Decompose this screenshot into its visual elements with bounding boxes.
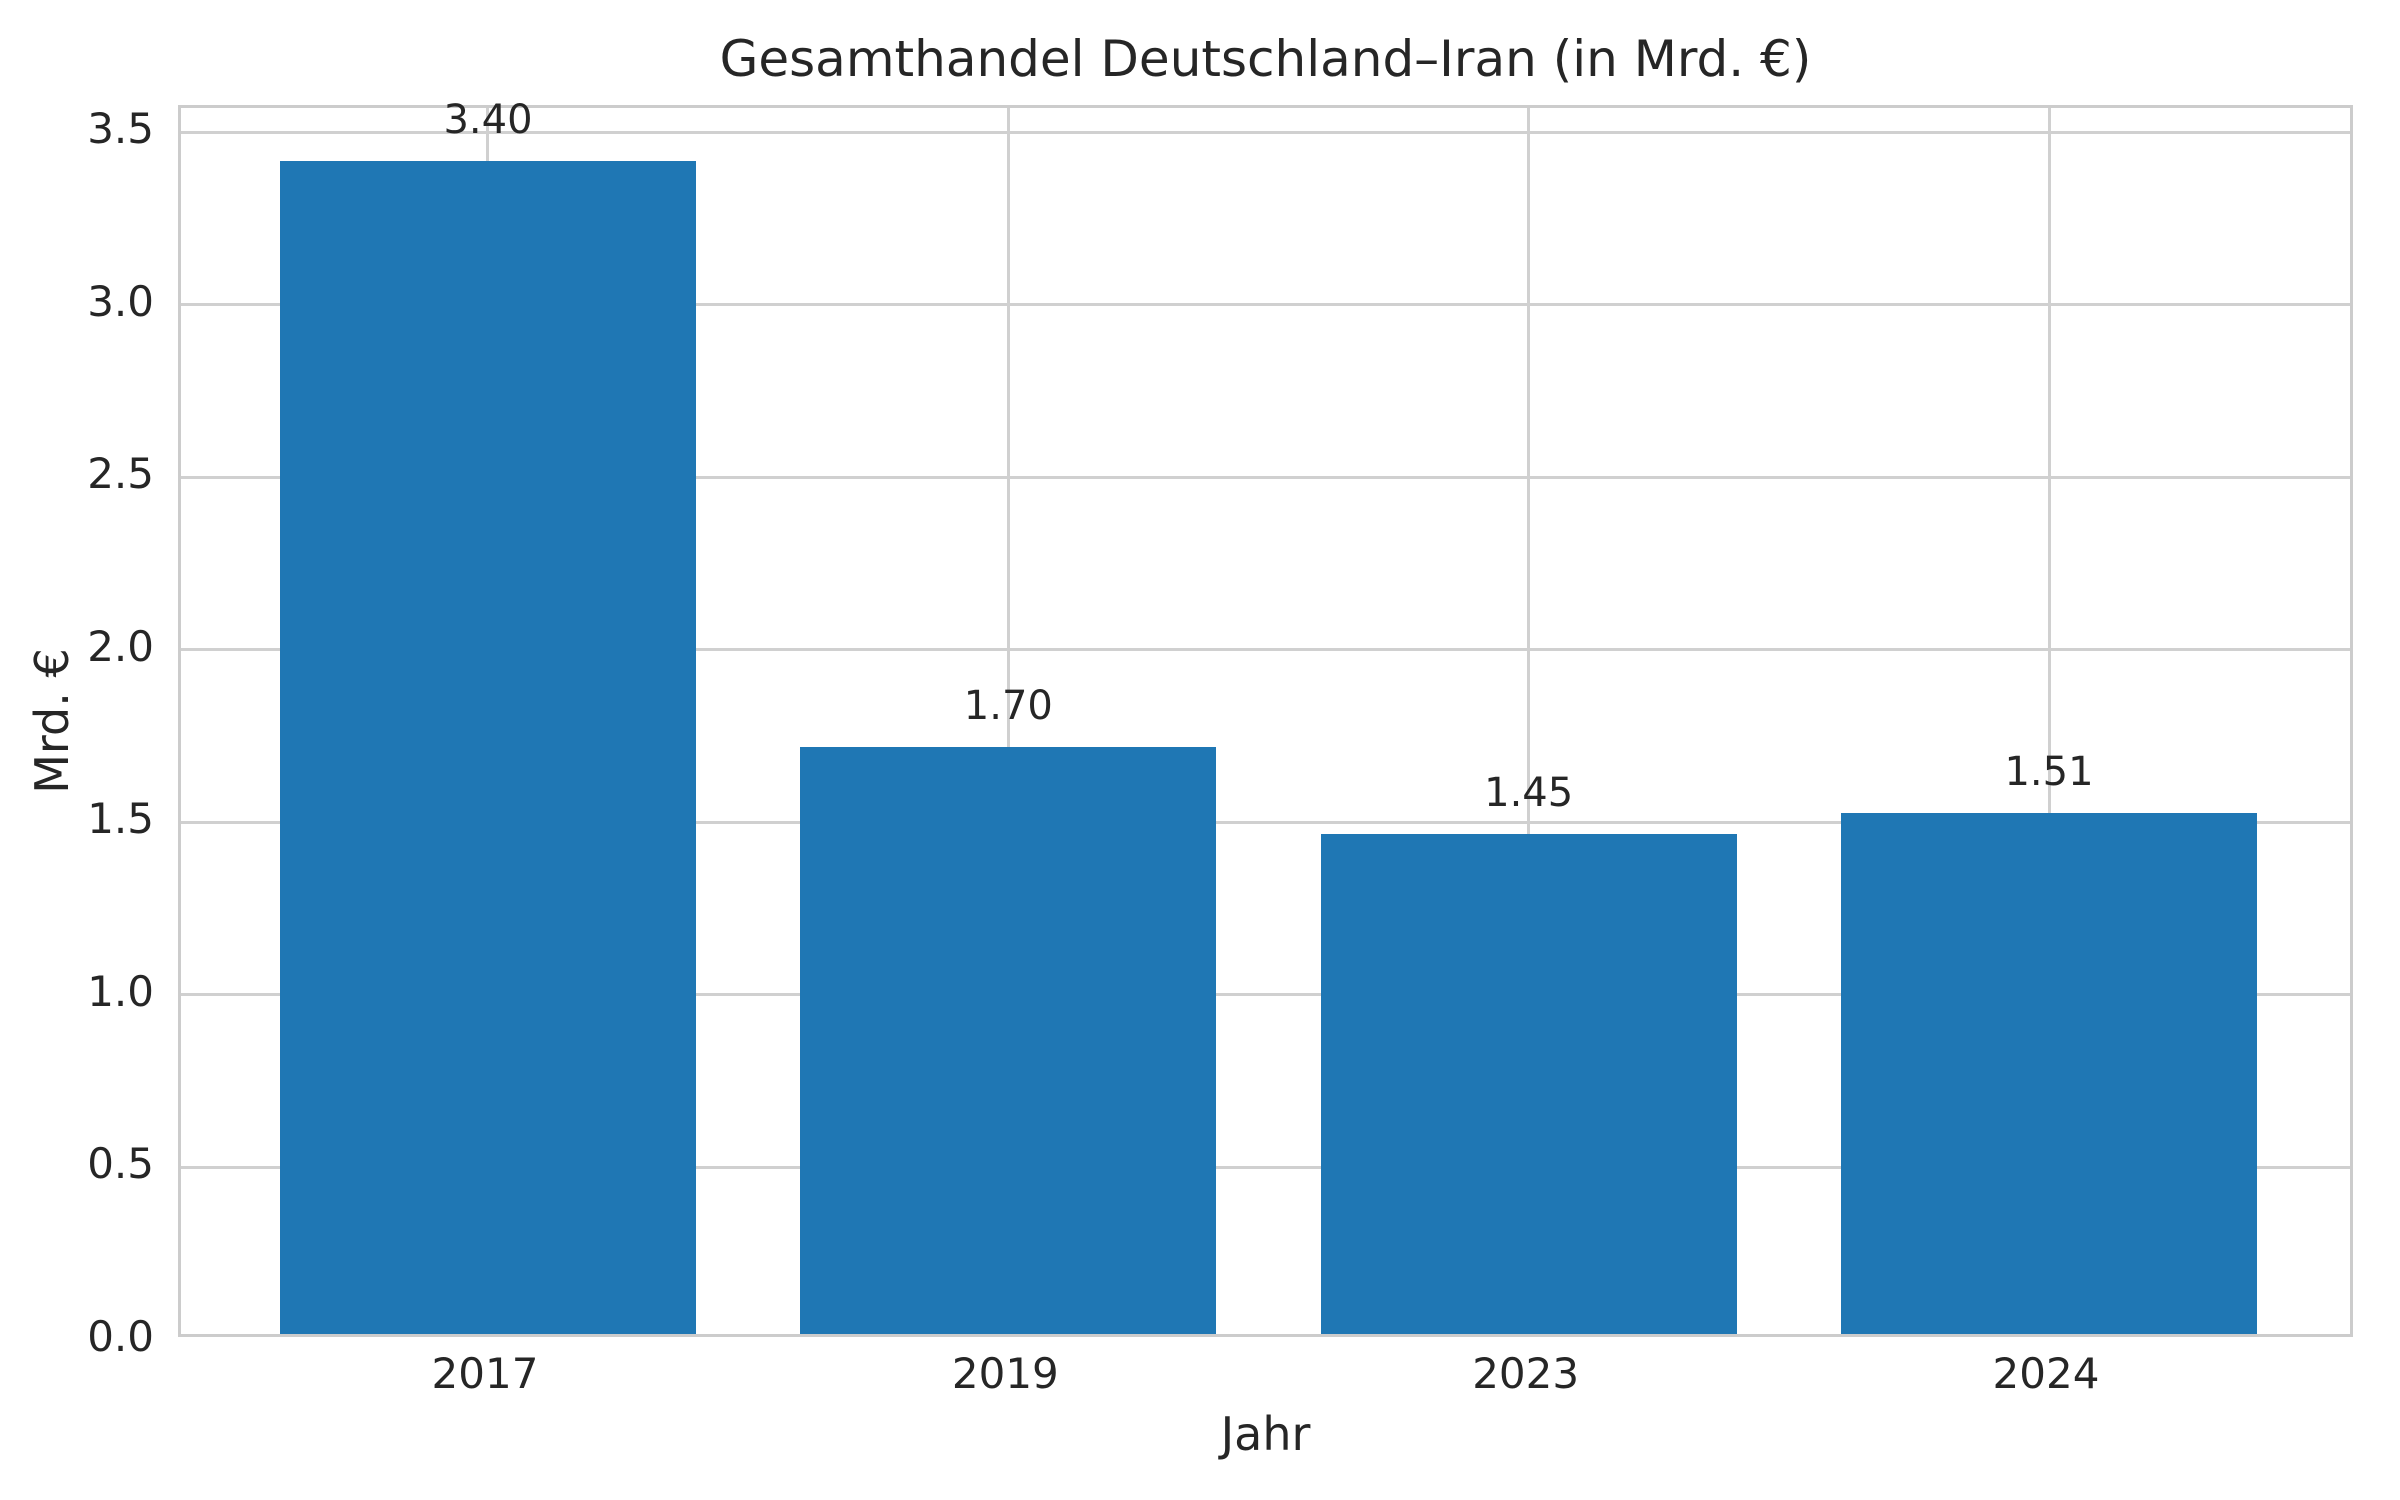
bar-value-label: 1.51 — [2004, 748, 2094, 795]
gridline-vertical — [2047, 108, 2051, 1334]
bar-2019 — [800, 747, 1217, 1334]
bar-2023 — [1320, 833, 1737, 1334]
y-tick-label: 2.5 — [87, 449, 154, 499]
chart-title: Gesamthandel Deutschland–Iran (in Mrd. €… — [719, 30, 1812, 88]
y-tick-label: 0.5 — [87, 1139, 154, 1189]
gridline-horizontal — [181, 1165, 2350, 1169]
gridline-horizontal — [181, 820, 2350, 824]
bar-2017 — [279, 160, 697, 1334]
x-tick-label: 2017 — [431, 1349, 539, 1398]
bar-2024 — [1840, 812, 2258, 1334]
y-tick-label: 0.0 — [87, 1312, 154, 1361]
x-tick-label: 2019 — [951, 1349, 1059, 1398]
gridline-vertical — [1006, 108, 1010, 1334]
bar-value-label: 3.40 — [443, 96, 533, 143]
x-axis-label: Jahr — [1220, 1407, 1311, 1461]
y-axis-label: Mrd. € — [25, 648, 79, 794]
gridline-horizontal — [181, 475, 2350, 479]
y-tick-label: 1.0 — [87, 966, 154, 1016]
x-tick-label: 2023 — [1472, 1349, 1580, 1398]
gridline-horizontal — [181, 648, 2350, 652]
y-tick-label: 1.5 — [87, 794, 154, 844]
gridline-vertical — [1527, 108, 1531, 1334]
bar-value-label: 1.45 — [1484, 769, 1574, 816]
x-tick-label: 2024 — [1992, 1349, 2100, 1398]
y-tick-label: 3.5 — [87, 104, 154, 154]
plot-area: 3.40 1.70 1.45 1.51 — [178, 97, 2353, 1337]
bar-value-label: 1.70 — [963, 683, 1053, 730]
y-tick-label: 2.0 — [87, 621, 154, 671]
gridline-horizontal — [181, 993, 2350, 997]
gridline-horizontal — [181, 303, 2350, 307]
gridline-horizontal — [181, 130, 2350, 134]
y-tick-label: 3.0 — [87, 276, 154, 326]
